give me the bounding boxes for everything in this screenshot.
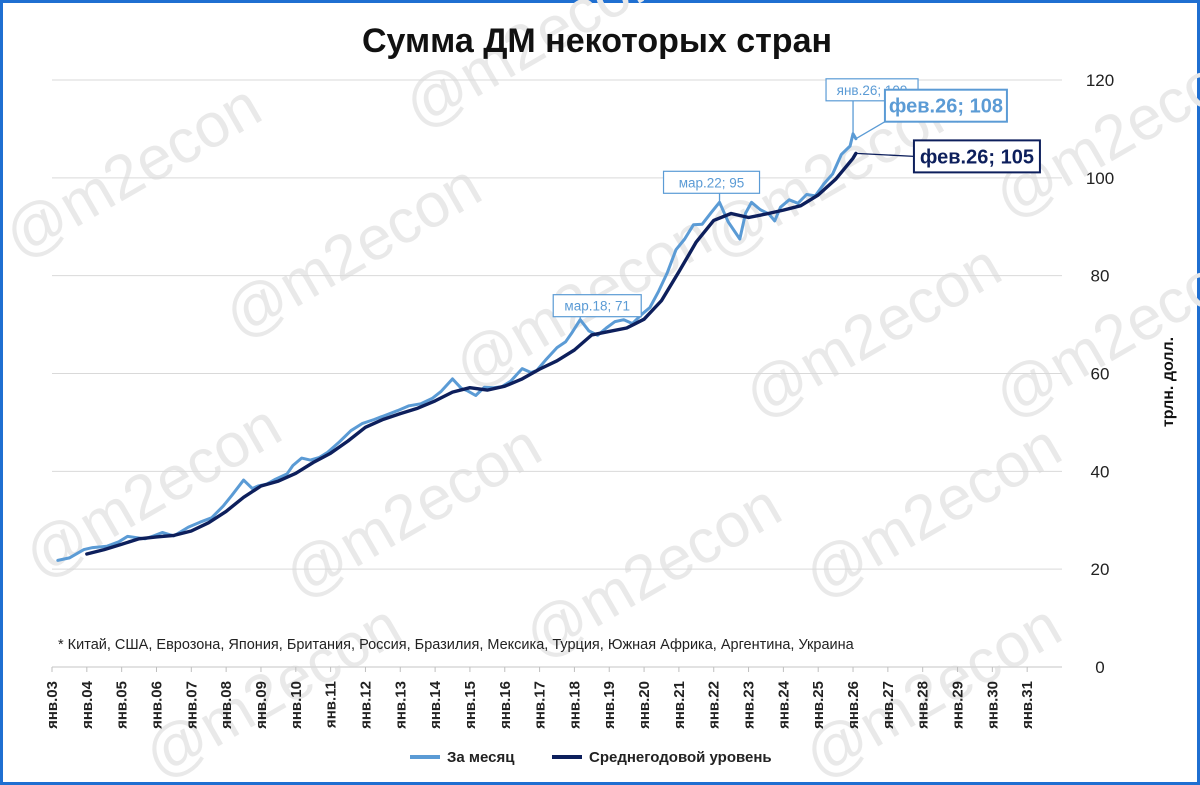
x-tick-label: янв.25 [810,681,827,729]
annotation-box [662,170,761,194]
x-tick-label: янв.15 [462,681,479,729]
x-tick-label: янв.18 [566,681,583,729]
y-axis-label: трлн. долл. [1160,337,1177,427]
x-tick-label: янв.14 [427,680,444,729]
legend-label-average: Среднегодовой уровень [589,749,772,766]
x-tick-label: янв.27 [880,681,897,729]
x-tick-label: янв.21 [671,681,688,729]
x-tick-label: янв.28 [915,681,932,729]
x-tick-label: янв.26 [845,681,862,729]
watermark-text: @m2econ [0,71,273,273]
x-tick-label: янв.19 [601,681,618,729]
series-line-average [85,151,858,556]
chart-title: Сумма ДМ некоторых стран [362,22,832,60]
x-tick-label: янв.17 [532,681,549,729]
y-tick-label: 0 [1095,658,1104,677]
legend-label-monthly: За месяц [447,749,515,766]
grid [52,79,1062,668]
y-axis-ticks: 0 20 40 60 80 100 120 [1086,71,1114,677]
footnote: * Китай, США, Еврозона, Япония, Британия… [58,637,855,653]
y-tick-label: 120 [1086,71,1114,90]
y-tick-label: 40 [1091,462,1110,481]
annotation-label: фев.26; 105 [920,146,1034,168]
watermark-text: @m2econ [983,31,1200,233]
annotation-box [883,88,1008,123]
x-tick-label: янв.29 [950,681,967,729]
x-tick-label: янв.22 [706,681,723,729]
x-tick-label: янв.10 [288,681,305,729]
watermark-text: @m2econ [793,411,1073,613]
x-tick-label: янв.30 [984,681,1001,729]
y-tick-label: 60 [1091,365,1110,384]
annotation-label: мар.22; 95 [679,175,745,190]
series-layer [56,132,858,562]
x-tick-label: янв.08 [218,681,235,729]
annotation-label: мар.18; 71 [564,299,630,314]
y-tick-label: 100 [1086,169,1114,188]
x-tick-label: янв.12 [357,681,374,729]
x-tick-label: янв.06 [148,681,165,729]
x-tick-label: янв.04 [79,680,96,729]
annotation-box [912,139,1041,174]
x-tick-label: янв.05 [114,681,131,729]
x-tick-label: янв.20 [636,681,653,729]
x-tick-label: янв.31 [1019,681,1036,729]
x-tick-label: янв.11 [323,681,340,728]
y-tick-label: 80 [1091,267,1110,286]
annotation-leader [855,152,914,158]
watermark-text: @m2econ [213,151,493,353]
x-tick-label: янв.03 [44,681,61,729]
x-tick-label: янв.09 [253,681,270,729]
annotation-leader [855,121,886,140]
x-tick-label: янв.16 [497,681,514,729]
legend: За месяц Среднегодовой уровень [410,749,772,766]
x-axis-ticks: янв.03 янв.04 янв.05 янв.06 янв.07 янв.08 янв.… [44,667,1036,729]
x-tick-label: янв.23 [741,681,758,729]
watermark-text: @m2econ [273,411,553,613]
watermark-text: @m2econ [733,231,1013,433]
annotation-label: фев.26; 108 [889,96,1003,118]
x-tick-label: янв.13 [392,681,409,729]
annotation-box [552,294,642,318]
y-tick-label: 20 [1091,560,1110,579]
x-tick-label: янв.24 [775,680,792,729]
x-tick-label: янв.07 [183,681,200,729]
